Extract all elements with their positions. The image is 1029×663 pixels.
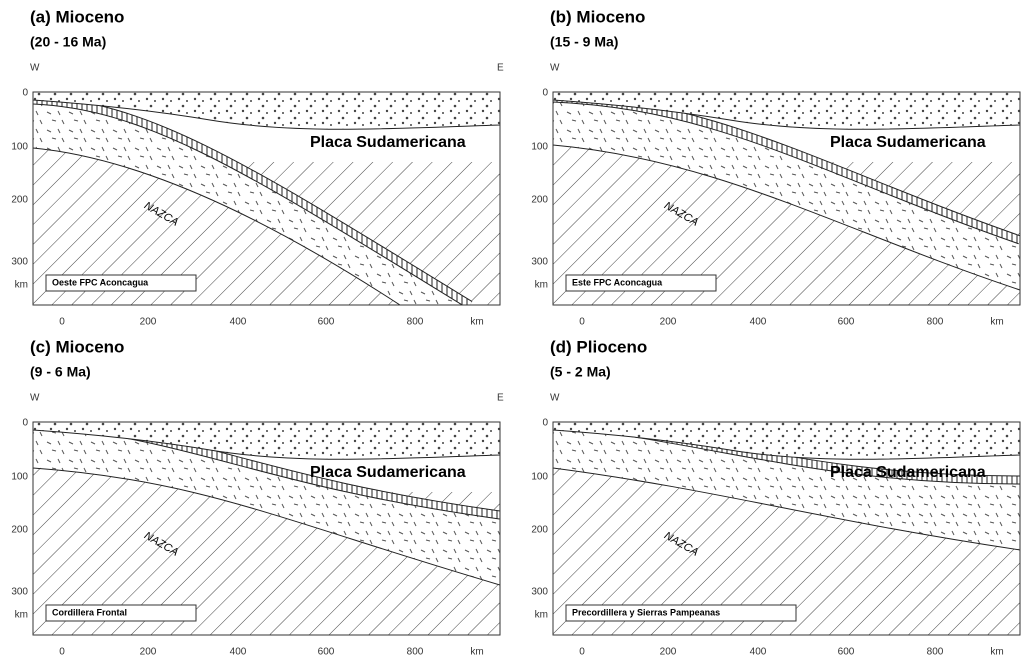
west-label: W bbox=[30, 63, 40, 74]
depth-tick-label: km bbox=[535, 280, 548, 291]
depth-tick-label: 0 bbox=[542, 88, 548, 99]
depth-tick-label: 100 bbox=[11, 142, 28, 153]
west-label: W bbox=[30, 393, 40, 404]
depth-tick-label: km bbox=[15, 610, 28, 621]
distance-tick-label: 0 bbox=[579, 647, 585, 658]
distance-tick-label: 600 bbox=[318, 647, 335, 658]
plate-label: Placa Sudamericana bbox=[830, 134, 986, 151]
section bbox=[20, 84, 520, 330]
box-label: Cordillera Frontal bbox=[52, 607, 127, 617]
depth-tick-label: 200 bbox=[531, 195, 548, 206]
panel: (d) Plioceno (5 - 2 Ma) W 0 100 200 300 km 0 200 4… bbox=[531, 337, 1029, 658]
panel-title: (a) Mioceno bbox=[30, 7, 124, 26]
depth-tick-label: 300 bbox=[11, 257, 28, 268]
east-label: E bbox=[497, 393, 504, 404]
depth-tick-label: 300 bbox=[11, 587, 28, 598]
distance-tick-label: km bbox=[990, 317, 1003, 328]
distance-tick-label: 0 bbox=[579, 317, 585, 328]
west-label: W bbox=[550, 393, 560, 404]
panel: (a) Mioceno (20 - 16 Ma) W E 0 100 200 300 km 0 20… bbox=[11, 7, 520, 330]
depth-tick-label: 0 bbox=[22, 88, 28, 99]
depth-tick-label: 300 bbox=[531, 587, 548, 598]
section bbox=[540, 84, 1029, 330]
panel: (b) Mioceno (15 - 9 Ma) W 0 100 200 300 km 0 200 4… bbox=[531, 7, 1029, 330]
distance-tick-label: 200 bbox=[140, 317, 157, 328]
depth-tick-label: 200 bbox=[531, 525, 548, 536]
west-label: W bbox=[550, 63, 560, 74]
distance-tick-label: 800 bbox=[927, 317, 944, 328]
panel-title: (c) Mioceno bbox=[30, 337, 124, 356]
box-label: Este FPC Aconcagua bbox=[572, 277, 663, 287]
figure: (a) Mioceno (20 - 16 Ma) W E 0 100 200 300 km 0 20… bbox=[0, 0, 1029, 658]
depth-tick-label: 200 bbox=[11, 195, 28, 206]
panel-title: (b) Mioceno bbox=[550, 7, 645, 26]
orogen bbox=[200, 84, 270, 92]
distance-tick-label: 800 bbox=[407, 317, 424, 328]
distance-tick-label: 600 bbox=[838, 647, 855, 658]
distance-tick-label: km bbox=[990, 647, 1003, 658]
panel-age: (9 - 6 Ma) bbox=[30, 364, 91, 380]
distance-tick-label: 400 bbox=[230, 317, 247, 328]
depth-tick-label: 0 bbox=[22, 418, 28, 429]
orogen bbox=[720, 414, 790, 422]
depth-tick-label: 100 bbox=[531, 142, 548, 153]
orogen bbox=[720, 84, 790, 92]
distance-tick-label: 600 bbox=[838, 317, 855, 328]
panel-age: (5 - 2 Ma) bbox=[550, 364, 611, 380]
distance-tick-label: 200 bbox=[660, 647, 677, 658]
panel-age: (15 - 9 Ma) bbox=[550, 34, 618, 50]
distance-tick-label: 0 bbox=[59, 317, 65, 328]
distance-tick-label: 400 bbox=[750, 317, 767, 328]
distance-tick-label: km bbox=[470, 647, 483, 658]
depth-tick-label: km bbox=[535, 610, 548, 621]
panel-age: (20 - 16 Ma) bbox=[30, 34, 106, 50]
distance-tick-label: 200 bbox=[660, 317, 677, 328]
orogen bbox=[200, 414, 270, 422]
east-label: E bbox=[497, 63, 504, 74]
distance-tick-label: km bbox=[470, 317, 483, 328]
depth-tick-label: km bbox=[15, 280, 28, 291]
panel: (c) Mioceno (9 - 6 Ma) W E 0 100 200 300 km 0 200 4… bbox=[11, 337, 520, 658]
distance-tick-label: 200 bbox=[140, 647, 157, 658]
distance-tick-label: 800 bbox=[927, 647, 944, 658]
depth-tick-label: 200 bbox=[11, 525, 28, 536]
box-label: Oeste FPC Aconcagua bbox=[52, 277, 149, 287]
panel-title: (d) Plioceno bbox=[550, 337, 647, 356]
plate-label: Placa Sudamericana bbox=[830, 464, 986, 481]
distance-tick-label: 800 bbox=[407, 647, 424, 658]
plate-label: Placa Sudamericana bbox=[310, 134, 466, 151]
depth-tick-label: 100 bbox=[531, 472, 548, 483]
distance-tick-label: 0 bbox=[59, 647, 65, 658]
distance-tick-label: 400 bbox=[750, 647, 767, 658]
depth-tick-label: 0 bbox=[542, 418, 548, 429]
distance-tick-label: 400 bbox=[230, 647, 247, 658]
depth-tick-label: 100 bbox=[11, 472, 28, 483]
box-label: Precordillera y Sierras Pampeanas bbox=[572, 607, 720, 617]
distance-tick-label: 600 bbox=[318, 317, 335, 328]
depth-tick-label: 300 bbox=[531, 257, 548, 268]
plate-label: Placa Sudamericana bbox=[310, 464, 466, 481]
